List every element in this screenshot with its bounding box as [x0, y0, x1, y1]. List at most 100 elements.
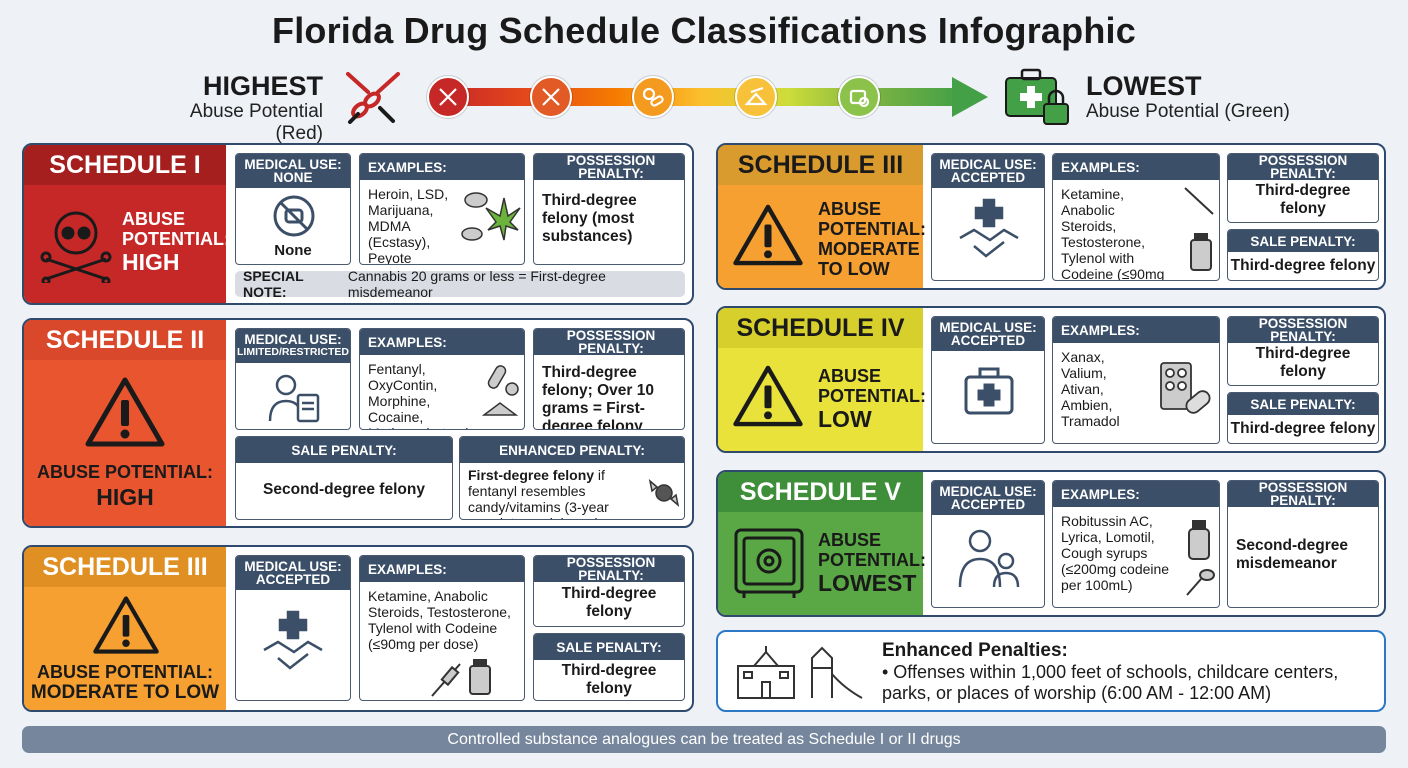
possession-penalty-box: POSSESSION PENALTY: Third-degree felony: [1227, 316, 1379, 386]
examples-text: Heroin, LSD, Marijuana, MDMA (Ecstasy), …: [368, 186, 449, 265]
enhanced-penalties-text: • Offenses within 1,000 feet of schools,…: [882, 662, 1339, 703]
schedule-3-abuse: ABUSE POTENTIAL: MODERATE TO LOW: [818, 199, 926, 279]
schedule-3-abuse: ABUSE POTENTIAL: MODERATE TO LOW: [24, 662, 226, 704]
medical-use-box: MEDICAL USE: NONE None: [235, 153, 351, 265]
schedule-4-title: SCHEDULE IV: [718, 308, 923, 348]
medical-use-header: MEDICAL USE: NONE: [236, 154, 350, 188]
prescription-icon: [838, 76, 880, 118]
abuse-label: ABUSE POTENTIAL:: [36, 462, 213, 482]
abuse-level: HIGH: [96, 484, 154, 510]
candy-icon: [648, 477, 680, 509]
syrup-spoon-icon: [1181, 519, 1217, 599]
warning-icon: [84, 376, 166, 448]
possession-penalty-header: POSSESSION PENALTY:: [534, 154, 684, 180]
abuse-level: HIGH: [122, 249, 180, 275]
medical-kit-icon: [962, 365, 1016, 419]
enhanced-penalty-box: ENHANCED PENALTY: First-degree felony if…: [459, 436, 685, 520]
medical-use-value: None: [274, 242, 312, 259]
possession-penalty-header: POSSESSION PENALTY:: [1228, 317, 1378, 343]
sale-penalty-header: SALE PENALTY:: [236, 437, 452, 463]
medical-use-header: MEDICAL USE: ACCEPTED: [932, 481, 1044, 515]
possession-penalty-text: Third-degree felony: [1255, 182, 1351, 217]
schedule-3-card-left: SCHEDULE III ABUSE POTENTIAL: MODERATE T…: [22, 545, 694, 712]
abuse-level: MODERATE TO LOW: [30, 682, 220, 703]
possession-penalty-box: POSSESSION PENALTY: Third-degree felony: [533, 555, 685, 627]
schedule-3-title: SCHEDULE III: [718, 145, 923, 185]
schedule-3-level-panel: SCHEDULE III ABUSE POTENTIAL: MODERATE T…: [24, 547, 226, 710]
schedule-3-card-right: SCHEDULE III ABUSE POTENTIAL: MODERATE T…: [716, 143, 1386, 290]
footer-note: Controlled substance analogues can be tr…: [22, 726, 1386, 753]
sale-penalty-text: Third-degree felony: [561, 662, 657, 697]
medical-use-box: MEDICAL USE: LIMITED/RESTRICTED: [235, 328, 351, 430]
abuse-level: LOW: [818, 406, 872, 432]
sale-penalty-box: SALE PENALTY: Second-degree felony: [235, 436, 453, 520]
schedule-1-abuse: ABUSE POTENTIAL: HIGH: [122, 209, 230, 275]
enhanced-penalties-title: Enhanced Penalties:: [882, 640, 1068, 661]
possession-penalty-text: Second-degree misdemeanor: [1236, 537, 1348, 572]
medical-use-header: MEDICAL USE: ACCEPTED: [932, 154, 1044, 188]
schedule-2-title: SCHEDULE II: [24, 320, 226, 360]
possession-penalty-header: POSSESSION PENALTY:: [534, 329, 684, 355]
special-note-text: Cannabis 20 grams or less = First-degree…: [347, 268, 606, 300]
handshake-medical-icon: [956, 198, 1022, 264]
schedule-4-card: SCHEDULE IV ABUSE POTENTIAL: LOW MEDICAL…: [716, 306, 1386, 453]
abuse-line2: POTENTIAL:: [818, 386, 926, 406]
syringe-icon: [530, 76, 572, 118]
enhanced-penalty-bold: First-degree felony: [468, 467, 595, 483]
pills-cannabis-icon: [460, 190, 522, 250]
sale-penalty-text: Second-degree felony: [263, 481, 425, 498]
handshake-medical-icon: [260, 610, 326, 676]
scale-highest: HIGHEST Abuse Potential (Red): [148, 72, 323, 145]
syringe-vial-icon: [430, 658, 500, 698]
first-aid-lock-icon: [1002, 66, 1072, 128]
schedule-1-level-panel: SCHEDULE I ABUSE POTENTIAL: HIGH: [24, 145, 230, 303]
examples-box: EXAMPLES: Ketamine, Anabolic Steroids, T…: [1052, 153, 1220, 281]
medical-use-header: MEDICAL USE: ACCEPTED: [236, 556, 350, 590]
medical-use-header-line2: LIMITED/RESTRICTED: [237, 346, 349, 358]
schedule-2-card: SCHEDULE II ABUSE POTENTIAL: HIGH MEDICA…: [22, 318, 694, 528]
sale-penalty-box: SALE PENALTY: Third-degree felony: [533, 633, 685, 701]
enhanced-penalty-header: ENHANCED PENALTY:: [460, 437, 684, 463]
possession-penalty-text: Third-degree felony: [561, 585, 657, 620]
pills-icon: [632, 76, 674, 118]
abuse-line4: TO LOW: [818, 259, 890, 279]
abuse-line2: POTENTIAL:: [818, 219, 926, 239]
schedule-2-level-panel: SCHEDULE II ABUSE POTENTIAL: HIGH: [24, 320, 226, 526]
doctor-patient-icon: [956, 525, 1022, 591]
examples-header: EXAMPLES:: [1053, 317, 1219, 343]
scale-lowest: LOWEST Abuse Potential (Green): [1086, 72, 1306, 123]
examples-text: Ketamine, Anabolic Steroids, Testosteron…: [1061, 186, 1165, 281]
examples-header: EXAMPLES:: [360, 329, 524, 355]
schedule-4-level-panel: SCHEDULE IV ABUSE POTENTIAL: LOW: [718, 308, 926, 451]
blister-pack-icon: [1157, 361, 1213, 421]
possession-penalty-box: POSSESSION PENALTY: Second-degree misdem…: [1227, 480, 1379, 608]
warning-icon: [732, 203, 804, 267]
examples-text: Robitussin AC, Lyrica, Lomotil, Cough sy…: [1061, 513, 1170, 593]
broken-syringe-chain-icon: [338, 66, 408, 128]
schedule-3-title: SCHEDULE III: [24, 547, 226, 587]
abuse-line3: MODERATE: [818, 239, 920, 259]
medical-use-box: MEDICAL USE: ACCEPTED: [931, 480, 1045, 608]
examples-box: EXAMPLES: Robitussin AC, Lyrica, Lomotil…: [1052, 480, 1220, 608]
examples-text: Fentanyl, OxyContin, Morphine, Cocaine, …: [368, 361, 488, 429]
examples-box: EXAMPLES: Fentanyl, OxyContin, Morphine,…: [359, 328, 525, 430]
enhanced-penalty-rest: if fentanyl resembles candy/vitamins (3-…: [468, 467, 609, 519]
abuse-label: ABUSE POTENTIAL:: [36, 662, 213, 682]
examples-box: EXAMPLES: Ketamine, Anabolic Steroids, T…: [359, 555, 525, 701]
page-title: Florida Drug Schedule Classifications In…: [272, 10, 1136, 51]
scale-lowest-sub: Abuse Potential (Green): [1086, 101, 1290, 122]
abuse-label-line2: POTENTIAL:: [122, 229, 230, 249]
sale-penalty-header: SALE PENALTY:: [1228, 393, 1378, 415]
possession-penalty-box: POSSESSION PENALTY: Third-degree felony …: [533, 153, 685, 265]
medical-use-box: MEDICAL USE: ACCEPTED: [931, 153, 1045, 281]
abuse-label-line1: ABUSE: [122, 209, 186, 229]
possession-penalty-header: POSSESSION PENALTY:: [1228, 154, 1378, 180]
possession-penalty-text: Third-degree felony (most substances): [542, 192, 637, 245]
scale-highest-sub: Abuse Potential (Red): [189, 101, 323, 144]
examples-header: EXAMPLES:: [360, 556, 524, 582]
examples-header: EXAMPLES:: [360, 154, 524, 180]
school-playground-icon: [734, 644, 866, 702]
examples-header: EXAMPLES:: [1053, 154, 1219, 180]
enhanced-penalties-card: Enhanced Penalties: • Offenses within 1,…: [716, 630, 1386, 712]
examples-box: EXAMPLES: Xanax, Valium, Ativan, Ambien,…: [1052, 316, 1220, 444]
